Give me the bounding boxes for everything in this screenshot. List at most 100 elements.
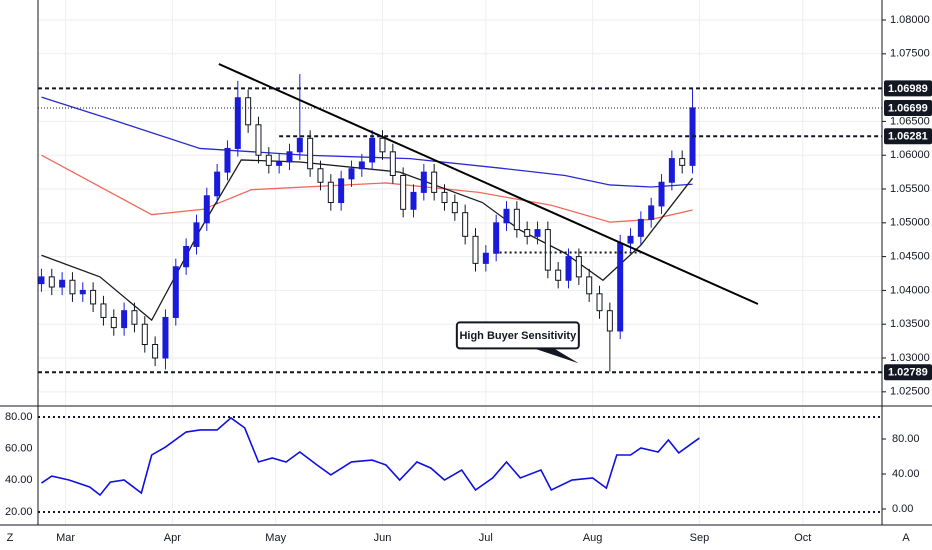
candle-body: [575, 256, 582, 278]
candle-body: [286, 151, 293, 163]
moving-average: [41, 96, 693, 188]
candle-body: [79, 289, 86, 295]
candle-body: [358, 161, 365, 170]
rsi-left-tick-label: 80.00: [5, 411, 33, 423]
candle-body: [420, 171, 427, 193]
toolbar-left[interactable]: Z: [7, 532, 14, 544]
candle-body: [48, 276, 55, 288]
candle-body: [379, 137, 386, 153]
candle-body: [183, 245, 190, 268]
candle-body: [224, 147, 231, 173]
x-tick-label: Oct: [794, 532, 811, 544]
candle-body: [141, 323, 148, 345]
candle-body: [234, 97, 241, 149]
candle-body: [586, 276, 593, 295]
candle-body: [131, 310, 138, 325]
rsi-right-tick-label: 40.00: [892, 468, 920, 480]
y-tick-label: 1.06500: [890, 115, 930, 127]
candle-body: [193, 222, 200, 247]
candle-body: [255, 124, 262, 156]
rsi-line: [40, 416, 700, 497]
price-label-bg: [884, 364, 932, 381]
candle-body: [410, 191, 417, 210]
y-tick-label: 1.04500: [890, 251, 930, 263]
y-tick-label: 1.03000: [890, 352, 930, 364]
y-tick-label: 1.05000: [890, 217, 930, 229]
candle-body: [482, 252, 489, 264]
candle-body: [214, 171, 221, 197]
y-tick-label: 1.06000: [890, 149, 930, 161]
candle-body: [668, 158, 675, 183]
candle-body: [110, 316, 117, 329]
rsi-left-tick-label: 60.00: [5, 443, 33, 455]
x-tick-label: Apr: [164, 532, 181, 544]
x-tick-label: Jun: [374, 532, 392, 544]
candle-body: [317, 168, 324, 183]
rsi-left-tick-label: 40.00: [5, 474, 33, 486]
candle-body: [121, 310, 128, 329]
x-tick-label: Aug: [583, 532, 603, 544]
candle-body: [565, 256, 572, 281]
candle-body: [472, 235, 479, 264]
candle-body: [524, 229, 531, 237]
rsi-left-tick-label: 20.00: [5, 506, 33, 518]
candle-body: [203, 195, 210, 224]
x-tick-label: Sep: [690, 532, 710, 544]
candle-body: [606, 310, 613, 332]
price-label: 1.02789: [888, 367, 928, 379]
x-tick-label: Mar: [56, 532, 75, 544]
candle-body: [462, 212, 469, 237]
candle-body: [69, 279, 76, 295]
y-tick-label: 1.04000: [890, 284, 930, 296]
trendline: [218, 63, 759, 305]
x-tick-label: May: [265, 532, 286, 544]
candle-body: [555, 269, 562, 281]
candle-body: [296, 137, 303, 153]
candle-body: [100, 303, 107, 318]
candle-body: [627, 235, 634, 244]
candle-body: [327, 181, 334, 204]
candle-body: [648, 205, 655, 220]
candle-body: [172, 266, 179, 318]
y-tick-label: 1.03500: [890, 318, 930, 330]
candle-body: [658, 181, 665, 207]
toolbar-right[interactable]: A: [902, 532, 910, 544]
candle-body: [596, 293, 603, 312]
candle-body: [617, 242, 624, 332]
x-tick-label: Jul: [479, 532, 493, 544]
price-label: 1.06989: [888, 83, 928, 95]
y-tick-label: 1.05500: [890, 183, 930, 195]
candle-body: [679, 158, 686, 166]
candle-body: [152, 343, 159, 359]
candle-body: [245, 97, 252, 126]
candle-body: [637, 218, 644, 237]
rsi-right-tick-label: 0.00: [892, 503, 913, 515]
candle-body: [544, 229, 551, 271]
candle-body: [389, 151, 396, 176]
candle-body: [369, 137, 376, 163]
candle-body: [441, 191, 448, 204]
price-label-bg: [884, 128, 932, 145]
candle-body: [513, 208, 520, 231]
price-label: 1.06699: [888, 102, 928, 114]
candle-body: [59, 279, 66, 288]
annotation-box: [455, 321, 580, 350]
candle-body: [162, 316, 169, 359]
candle-body: [348, 168, 355, 180]
annotation-pointer: [533, 348, 579, 364]
price-label-bg: [884, 80, 932, 97]
candle-body: [400, 174, 407, 210]
price-label: 1.06281: [888, 131, 928, 143]
candle-body: [534, 229, 541, 237]
annotation-text: High Buyer Sensitivity: [459, 330, 577, 342]
candle-body: [307, 137, 314, 170]
candle-body: [431, 171, 438, 193]
candle-body: [265, 154, 272, 166]
candle-body: [451, 202, 458, 214]
y-tick-label: 1.07500: [890, 48, 930, 60]
rsi-right-tick-label: 80.00: [892, 433, 920, 445]
candle-body: [38, 276, 45, 285]
